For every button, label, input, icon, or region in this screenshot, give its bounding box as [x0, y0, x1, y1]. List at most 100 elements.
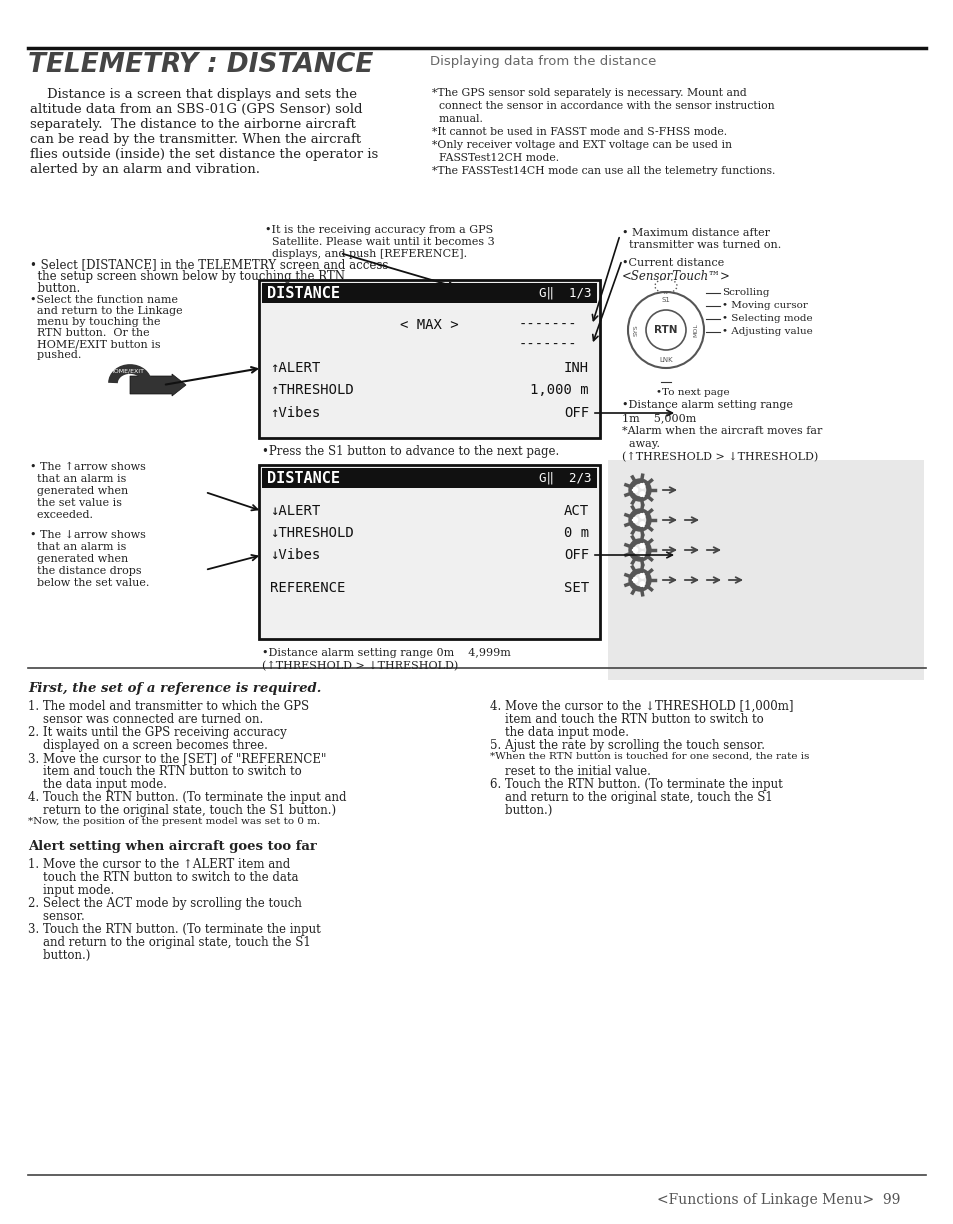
Text: Distance is a screen that displays and sets the: Distance is a screen that displays and s…: [30, 88, 356, 102]
Text: • Maximum distance after: • Maximum distance after: [621, 228, 769, 237]
Text: ↓Vibes: ↓Vibes: [270, 548, 320, 562]
Text: •Select the function name: •Select the function name: [30, 295, 178, 305]
Text: and return to the original state, touch the S1: and return to the original state, touch …: [28, 936, 311, 949]
Text: 3. Move the cursor to the [SET] of "REFERENCE": 3. Move the cursor to the [SET] of "REFE…: [28, 752, 326, 765]
Text: MOL: MOL: [693, 323, 698, 337]
Text: the set value is: the set value is: [30, 498, 122, 508]
Text: ↑ALERT: ↑ALERT: [270, 361, 320, 375]
Text: the data input mode.: the data input mode.: [490, 726, 628, 739]
Text: <SensorTouch™>: <SensorTouch™>: [621, 271, 730, 283]
Text: item and touch the RTN button to switch to: item and touch the RTN button to switch …: [28, 765, 301, 778]
Text: and return to the Linkage: and return to the Linkage: [30, 306, 182, 316]
Text: -------: -------: [517, 318, 577, 332]
Text: flies outside (inside) the set distance the operator is: flies outside (inside) the set distance …: [30, 148, 377, 162]
FancyBboxPatch shape: [262, 283, 597, 304]
Text: 5. Ajust the rate by scrolling the touch sensor.: 5. Ajust the rate by scrolling the touch…: [490, 739, 764, 752]
Text: G‖  1/3: G‖ 1/3: [539, 286, 592, 300]
Text: ↑Vibes: ↑Vibes: [270, 406, 320, 420]
Text: the setup screen shown below by touching the RTN: the setup screen shown below by touching…: [30, 271, 345, 283]
Text: -------: -------: [517, 338, 577, 353]
Circle shape: [632, 578, 637, 583]
Text: connect the sensor in accordance with the sensor instruction: connect the sensor in accordance with th…: [432, 102, 774, 111]
Circle shape: [632, 547, 637, 552]
Text: menu by touching the: menu by touching the: [30, 317, 160, 327]
Text: • Moving cursor: • Moving cursor: [721, 301, 807, 310]
Text: *The FASSTest14CH mode can use all the telemetry functions.: *The FASSTest14CH mode can use all the t…: [432, 166, 775, 176]
FancyArrow shape: [130, 375, 186, 397]
Text: •Press the S1 button to advance to the next page.: •Press the S1 button to advance to the n…: [262, 446, 558, 458]
Text: • The ↓arrow shows: • The ↓arrow shows: [30, 530, 146, 540]
Text: altitude data from an SBS-01G (GPS Sensor) sold: altitude data from an SBS-01G (GPS Senso…: [30, 103, 362, 116]
Text: can be read by the transmitter. When the aircraft: can be read by the transmitter. When the…: [30, 133, 361, 146]
Text: DISTANCE: DISTANCE: [267, 285, 339, 301]
Text: FASSTest12CH mode.: FASSTest12CH mode.: [432, 153, 558, 163]
Text: sensor.: sensor.: [28, 909, 85, 923]
Text: •It is the receiving accuracy from a GPS: •It is the receiving accuracy from a GPS: [265, 225, 493, 235]
Text: return to the original state, touch the S1 button.): return to the original state, touch the …: [28, 804, 335, 816]
Text: button.: button.: [30, 282, 80, 295]
FancyBboxPatch shape: [258, 465, 599, 639]
Text: *Only receiver voltage and EXT voltage can be used in: *Only receiver voltage and EXT voltage c…: [432, 140, 731, 151]
Text: 1. Move the cursor to the ↑ALERT item and: 1. Move the cursor to the ↑ALERT item an…: [28, 858, 290, 871]
Text: *It cannot be used in FASST mode and S-FHSS mode.: *It cannot be used in FASST mode and S-F…: [432, 127, 726, 137]
Text: HOME/EXIT: HOME/EXIT: [110, 368, 144, 373]
Text: that an alarm is: that an alarm is: [30, 542, 126, 552]
Text: item and touch the RTN button to switch to: item and touch the RTN button to switch …: [490, 714, 763, 726]
Text: ↑THRESHOLD: ↑THRESHOLD: [270, 383, 354, 397]
Text: 6. Touch the RTN button. (To terminate the input: 6. Touch the RTN button. (To terminate t…: [490, 778, 781, 791]
Text: •Distance alarm setting range 0m    4,999m: •Distance alarm setting range 0m 4,999m: [262, 647, 511, 659]
Text: OFF: OFF: [563, 548, 588, 562]
Text: 0 m: 0 m: [563, 526, 588, 540]
FancyBboxPatch shape: [258, 280, 599, 438]
Text: manual.: manual.: [432, 114, 482, 124]
Circle shape: [639, 492, 644, 497]
Text: ↓ALERT: ↓ALERT: [270, 504, 320, 518]
Text: <Functions of Linkage Menu>  99: <Functions of Linkage Menu> 99: [656, 1193, 899, 1207]
Text: sensor was connected are turned on.: sensor was connected are turned on.: [28, 714, 263, 726]
Text: *Alarm when the aircraft moves far: *Alarm when the aircraft moves far: [621, 426, 821, 436]
Text: RTN button.  Or the: RTN button. Or the: [30, 328, 150, 338]
Text: DISTANCE: DISTANCE: [267, 470, 339, 486]
Text: 2. It waits until the GPS receiving accuracy: 2. It waits until the GPS receiving accu…: [28, 726, 287, 739]
Text: ↓THRESHOLD: ↓THRESHOLD: [270, 526, 354, 540]
Text: Scrolling: Scrolling: [721, 288, 769, 297]
Text: input mode.: input mode.: [28, 884, 114, 897]
Text: • Adjusting value: • Adjusting value: [721, 327, 812, 337]
Text: displays, and push [REFERENCE].: displays, and push [REFERENCE].: [265, 248, 467, 259]
Text: • Selecting mode: • Selecting mode: [721, 315, 812, 323]
Text: button.): button.): [28, 949, 91, 962]
Text: 2. Select the ACT mode by scrolling the touch: 2. Select the ACT mode by scrolling the …: [28, 897, 301, 909]
FancyBboxPatch shape: [262, 468, 597, 488]
Circle shape: [639, 573, 644, 578]
Text: Alert setting when aircraft goes too far: Alert setting when aircraft goes too far: [28, 840, 316, 853]
Circle shape: [632, 487, 637, 492]
Text: ACT: ACT: [563, 504, 588, 518]
Circle shape: [639, 513, 644, 518]
Text: 1. The model and transmitter to which the GPS: 1. The model and transmitter to which th…: [28, 700, 309, 714]
Text: RTN: RTN: [654, 326, 677, 335]
Circle shape: [639, 521, 644, 526]
Circle shape: [639, 483, 644, 488]
Text: •To next page: •To next page: [656, 388, 729, 397]
Text: generated when: generated when: [30, 486, 128, 496]
Text: Satellite. Please wait until it becomes 3: Satellite. Please wait until it becomes …: [265, 237, 495, 247]
Text: exceeded.: exceeded.: [30, 510, 92, 520]
Text: the distance drops: the distance drops: [30, 565, 141, 577]
Text: the data input mode.: the data input mode.: [28, 778, 167, 791]
Text: transmitter was turned on.: transmitter was turned on.: [621, 240, 781, 250]
Text: pushed.: pushed.: [30, 350, 81, 360]
Text: • The ↑arrow shows: • The ↑arrow shows: [30, 461, 146, 472]
Text: INH: INH: [563, 361, 588, 375]
Text: generated when: generated when: [30, 554, 128, 564]
FancyBboxPatch shape: [607, 460, 923, 681]
Text: 4. Move the cursor to the ↓THRESHOLD [1,000m]: 4. Move the cursor to the ↓THRESHOLD [1,…: [490, 700, 793, 714]
Text: LNK: LNK: [659, 357, 672, 364]
Text: •Current distance: •Current distance: [621, 258, 723, 268]
Text: *When the RTN button is touched for one second, the rate is: *When the RTN button is touched for one …: [490, 752, 808, 761]
Text: SYS: SYS: [633, 324, 638, 335]
Text: OFF: OFF: [563, 406, 588, 420]
Text: and return to the original state, touch the S1: and return to the original state, touch …: [490, 791, 772, 804]
Text: 1m    5,000m: 1m 5,000m: [621, 412, 696, 424]
Text: button.): button.): [490, 804, 552, 816]
Text: TELEMETRY : DISTANCE: TELEMETRY : DISTANCE: [28, 51, 373, 78]
